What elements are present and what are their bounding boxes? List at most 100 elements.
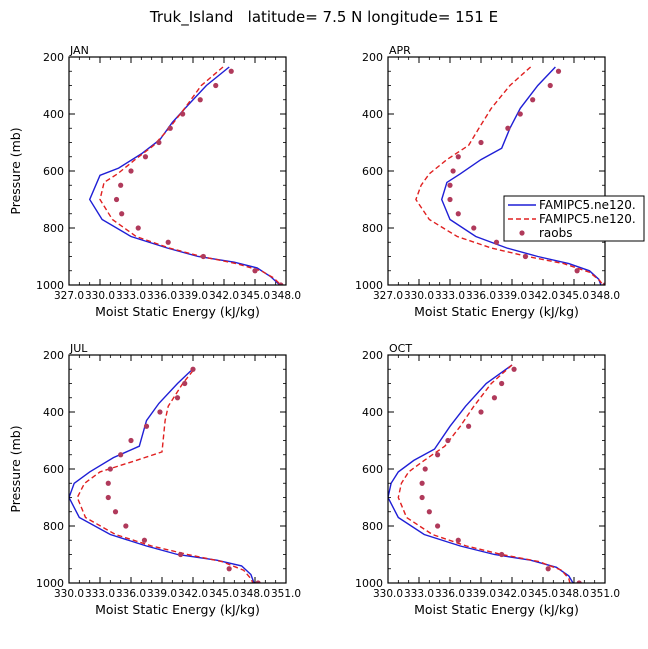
y-tick-label: 200: [43, 349, 64, 362]
series-line-dashed: [397, 364, 571, 583]
plot-area: [415, 66, 605, 285]
y-tick-label: 400: [362, 406, 383, 419]
y-tick-label: 200: [43, 51, 64, 64]
raobs-point: [419, 480, 425, 486]
raobs-point: [545, 566, 551, 572]
raobs-point: [128, 168, 134, 174]
y-tick-label: 600: [43, 463, 64, 476]
y-tick-label: 400: [43, 406, 64, 419]
raobs-point: [491, 395, 498, 401]
x-tick-label: 339.0: [147, 588, 177, 600]
series-raobs: [447, 68, 605, 285]
x-tick-label: 330.0: [404, 290, 434, 302]
x-tick-label: 333.0: [116, 290, 146, 302]
figure-title: Truk_Island latitude= 7.5 N longitude= 1…: [149, 8, 498, 27]
raobs-point: [105, 494, 111, 501]
y-tick-label: 400: [362, 108, 383, 121]
y-tick-label: 1000: [36, 577, 64, 590]
raobs-point: [522, 253, 529, 260]
x-tick-label: 351.0: [271, 588, 301, 600]
y-tick-label: 1000: [355, 279, 383, 292]
x-tick-label: 336.0: [435, 588, 465, 600]
raobs-point: [517, 111, 523, 117]
plot-frame: [387, 354, 606, 584]
x-tick-label: 348.0: [559, 588, 589, 600]
raobs-point: [157, 409, 163, 415]
x-axis-label: Moist Static Energy (kJ/kg): [95, 304, 260, 319]
y-axis-label: Pressure (mb): [8, 127, 23, 214]
raobs-point: [180, 111, 186, 117]
x-axis-label: Moist Static Energy (kJ/kg): [414, 602, 579, 617]
plot-area: [69, 366, 261, 583]
y-tick-label: 800: [43, 222, 64, 235]
raobs-point: [278, 282, 284, 285]
raobs-point: [178, 551, 184, 558]
raobs-point: [142, 154, 149, 160]
series-raobs: [113, 68, 284, 285]
raobs-point: [419, 494, 425, 501]
y-tick-label: 1000: [36, 279, 64, 292]
raobs-point: [105, 480, 111, 486]
raobs-point: [435, 523, 441, 529]
series-line-dashed: [415, 66, 604, 285]
x-tick-label: 351.0: [590, 588, 620, 600]
raobs-point: [141, 537, 148, 543]
series-line-solid: [69, 370, 255, 583]
raobs-point: [182, 380, 188, 387]
y-tick-label: 800: [43, 520, 64, 533]
raobs-point: [128, 437, 134, 444]
legend-label: raobs: [539, 226, 573, 240]
series-line-dashed: [99, 66, 282, 285]
x-tick-label: 336.0: [466, 290, 496, 302]
x-tick-label: 342.0: [497, 588, 527, 600]
x-tick-label: 333.0: [404, 588, 434, 600]
raobs-point: [156, 139, 162, 146]
panel-title: JUL: [69, 342, 88, 355]
raobs-point: [118, 182, 124, 188]
x-tick-label: 342.0: [178, 588, 208, 600]
legend-marker-dot: [519, 230, 525, 236]
raobs-point: [602, 282, 605, 285]
raobs-point: [119, 211, 125, 217]
y-tick-label: 800: [362, 520, 383, 533]
series-line-solid: [388, 364, 574, 583]
raobs-point: [471, 225, 477, 231]
raobs-point: [478, 409, 484, 415]
x-tick-label: 336.0: [147, 290, 177, 302]
raobs-point: [135, 225, 141, 231]
raobs-point: [107, 466, 113, 472]
raobs-point: [435, 452, 441, 458]
raobs-point: [113, 196, 120, 203]
x-tick-label: 348.0: [590, 290, 620, 302]
raobs-point: [478, 139, 484, 146]
raobs-point: [455, 211, 461, 217]
raobs-point: [190, 366, 196, 372]
x-tick-label: 345.0: [240, 290, 270, 302]
x-tick-label: 333.0: [85, 588, 115, 600]
raobs-point: [118, 452, 124, 458]
x-tick-label: 345.0: [528, 588, 558, 600]
x-tick-label: 339.0: [497, 290, 527, 302]
raobs-point: [143, 423, 150, 429]
legend-label: FAMIPC5.ne120.: [539, 212, 636, 226]
plot-area: [388, 364, 582, 583]
raobs-point: [426, 509, 432, 515]
x-tick-label: 327.0: [373, 290, 403, 302]
raobs-point: [447, 196, 453, 203]
series-line-solid: [440, 66, 602, 285]
x-axis-label: Moist Static Energy (kJ/kg): [414, 304, 579, 319]
x-tick-label: 339.0: [178, 290, 208, 302]
raobs-point: [200, 253, 206, 260]
x-tick-label: 348.0: [271, 290, 301, 302]
series-raobs: [419, 366, 582, 583]
raobs-point: [499, 380, 505, 387]
y-tick-label: 800: [362, 222, 383, 235]
raobs-point: [228, 68, 234, 74]
raobs-point: [547, 82, 553, 89]
x-tick-label: 330.0: [373, 588, 403, 600]
raobs-point: [112, 509, 119, 515]
raobs-point: [555, 68, 562, 74]
raobs-point: [255, 580, 261, 583]
x-tick-label: 348.0: [240, 588, 270, 600]
